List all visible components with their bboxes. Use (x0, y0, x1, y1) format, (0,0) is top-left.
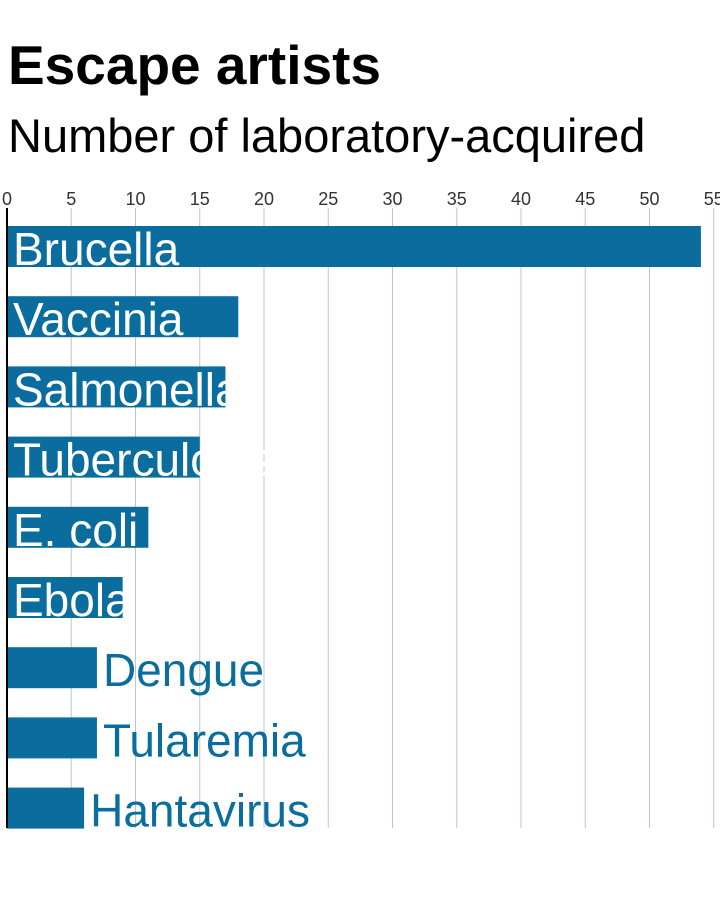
x-tick-label: 15 (190, 189, 210, 209)
bar-label: Ebola (13, 574, 131, 626)
x-tick-label: 5 (66, 189, 76, 209)
bar (7, 577, 123, 618)
bar-label: Hantavirus (90, 785, 310, 837)
bar-label: Tuberculosis (13, 434, 272, 486)
x-tick-label: 55 (704, 189, 720, 209)
bar-label: Tularemia (103, 714, 306, 766)
x-tick-label: 10 (125, 189, 145, 209)
gridlines (70, 208, 715, 828)
bar-label: Dengue (103, 644, 264, 696)
x-tick-labels: 0 5 10 15 20 25 30 35 40 45 50 55 (2, 189, 720, 209)
x-tick-label: 40 (511, 189, 531, 209)
x-tick-label: 20 (254, 189, 274, 209)
chart-subtitle: Number of laboratory-acquired (8, 109, 646, 162)
x-tick-label: 0 (2, 189, 12, 209)
x-tick-label: 50 (639, 189, 659, 209)
bar-labels: Brucella Vaccinia Salmonella Tuberculosis E.… (13, 223, 310, 837)
bars (7, 226, 701, 829)
x-tick-label: 30 (382, 189, 402, 209)
x-tick-label: 45 (575, 189, 595, 209)
x-tick-label: 25 (318, 189, 338, 209)
chart-title: Escape artists (8, 34, 381, 96)
bar (7, 717, 97, 759)
bar (7, 226, 701, 267)
bar (7, 506, 149, 548)
bar (7, 436, 200, 478)
bar-label: Salmonella (13, 363, 241, 415)
bar (7, 647, 97, 689)
bar (7, 366, 226, 408)
x-tick-label: 35 (447, 189, 467, 209)
bar-label: Brucella (13, 223, 180, 275)
bar (7, 787, 85, 829)
bar-label: E. coli (13, 504, 138, 556)
bar-label: Vaccinia (13, 293, 184, 345)
bar (7, 296, 239, 338)
